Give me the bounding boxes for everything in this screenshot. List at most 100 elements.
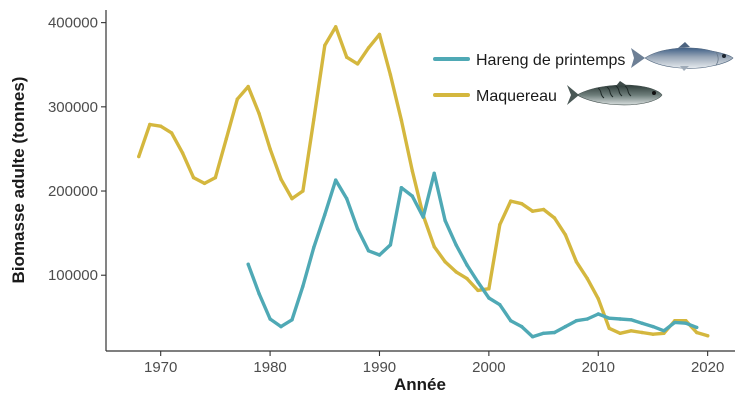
- mackerel-data-point: [312, 117, 316, 122]
- y-axis-title: Biomasse adulte (tonnes): [9, 77, 28, 284]
- mackerel-data-point: [585, 276, 589, 281]
- herring-data-point: [279, 324, 283, 329]
- mackerel-data-point: [509, 199, 513, 203]
- mackerel-data-point: [520, 202, 524, 206]
- mackerel-data-point: [465, 276, 469, 281]
- mackerel-data-point: [563, 233, 568, 237]
- ticks: 1970 1980 1990 2000 2010 2020 100000 200000 3000…: [48, 15, 724, 376]
- herring-data-point: [443, 218, 447, 223]
- herring-data-point: [246, 262, 250, 266]
- herring-data-point: [629, 318, 633, 322]
- herring-data-point: [399, 186, 404, 190]
- herring-data-point: [585, 317, 589, 321]
- herring-fish-icon: [631, 42, 734, 71]
- mackerel-data-point: [334, 25, 338, 29]
- herring-series-line-points: [246, 171, 699, 339]
- mackerel-series-line-points: [137, 25, 710, 338]
- y-tick-label: 300000: [48, 99, 98, 116]
- herring-data-point: [563, 324, 568, 329]
- mackerel-data-point: [235, 97, 239, 101]
- herring-data-point: [662, 329, 666, 333]
- herring-data-point: [465, 263, 469, 267]
- mackerel-data-point: [301, 189, 305, 193]
- mackerel-data-point: [345, 55, 349, 59]
- mackerel-data-point: [574, 260, 579, 264]
- mackerel-data-point: [224, 137, 228, 141]
- herring-data-point: [366, 249, 371, 253]
- herring-data-point: [355, 227, 360, 231]
- mackerel-data-point: [454, 270, 458, 274]
- herring-data-point: [268, 317, 272, 321]
- herring-data-point: [301, 284, 305, 288]
- mackerel-data-point: [695, 330, 699, 335]
- legend-label-herring: Hareng de printemps: [476, 52, 625, 69]
- herring-data-point: [454, 243, 458, 247]
- y-tick-label: 400000: [48, 15, 98, 32]
- mackerel-data-point: [432, 244, 436, 249]
- mackerel-data-point: [443, 260, 447, 264]
- mackerel-data-point: [246, 84, 250, 89]
- herring-data-point: [257, 292, 261, 296]
- x-tick-label: 1980: [253, 359, 286, 376]
- mackerel-data-point: [640, 330, 644, 335]
- x-tick-label: 1970: [144, 359, 177, 376]
- herring-data-point: [509, 319, 513, 323]
- x-axis-title: Année: [394, 375, 446, 394]
- mackerel-fish-icon: [567, 81, 663, 106]
- mackerel-data-point: [213, 175, 218, 180]
- herring-data-point: [640, 321, 644, 325]
- mackerel-data-point: [268, 147, 272, 151]
- mackerel-data-point: [487, 287, 491, 291]
- mackerel-data-point: [552, 216, 557, 220]
- mackerel-data-point: [618, 331, 622, 335]
- mackerel-data-point: [159, 124, 163, 128]
- herring-data-point: [388, 243, 393, 247]
- x-tick-label: 1990: [363, 359, 396, 376]
- herring-data-point: [345, 196, 349, 201]
- mackerel-data-point: [290, 196, 294, 201]
- mackerel-data-point: [148, 122, 152, 127]
- mackerel-data-point: [596, 297, 600, 301]
- mackerel-data-point: [180, 151, 185, 155]
- herring-data-point: [334, 178, 338, 182]
- herring-data-point: [596, 312, 600, 316]
- herring-data-point: [651, 324, 655, 329]
- mackerel-data-point: [476, 288, 480, 293]
- y-tick-label: 200000: [48, 183, 98, 200]
- herring-data-point: [377, 253, 382, 257]
- mackerel-data-point: [355, 62, 360, 66]
- mackerel-data-point: [541, 207, 546, 212]
- mackerel-data-point: [366, 46, 371, 50]
- mackerel-data-point: [279, 177, 283, 181]
- herring-data-point: [695, 325, 699, 330]
- x-tick-label: 2010: [582, 359, 615, 376]
- herring-data-point: [421, 215, 425, 219]
- legend-label-mackerel: Maquereau: [476, 88, 557, 105]
- mackerel-data-point: [202, 181, 207, 186]
- y-tick-label: 100000: [48, 267, 98, 284]
- mackerel-data-point: [137, 154, 141, 159]
- herring-data-point: [432, 171, 436, 175]
- herring-data-point: [290, 318, 294, 322]
- mackerel-data-point: [706, 334, 710, 338]
- herring-data-point: [476, 280, 480, 284]
- herring-data-point: [607, 316, 611, 320]
- herring-data-point: [618, 317, 622, 321]
- mackerel-data-point: [323, 43, 327, 48]
- mackerel-data-point: [410, 169, 414, 173]
- mackerel-data-point: [399, 118, 404, 123]
- mackerel-data-point: [169, 131, 174, 135]
- herring-data-point: [530, 335, 535, 339]
- herring-data-point: [410, 194, 414, 198]
- series-layer: [137, 25, 710, 339]
- legend: Hareng de printemps Maquereau: [433, 42, 734, 106]
- herring-data-point: [574, 319, 579, 323]
- herring-data-point: [684, 321, 688, 325]
- mackerel-data-point: [377, 32, 382, 37]
- herring-series-line: [246, 171, 699, 339]
- herring-data-point: [520, 324, 524, 329]
- herring-data-point: [498, 303, 502, 307]
- herring-data-point: [323, 212, 327, 217]
